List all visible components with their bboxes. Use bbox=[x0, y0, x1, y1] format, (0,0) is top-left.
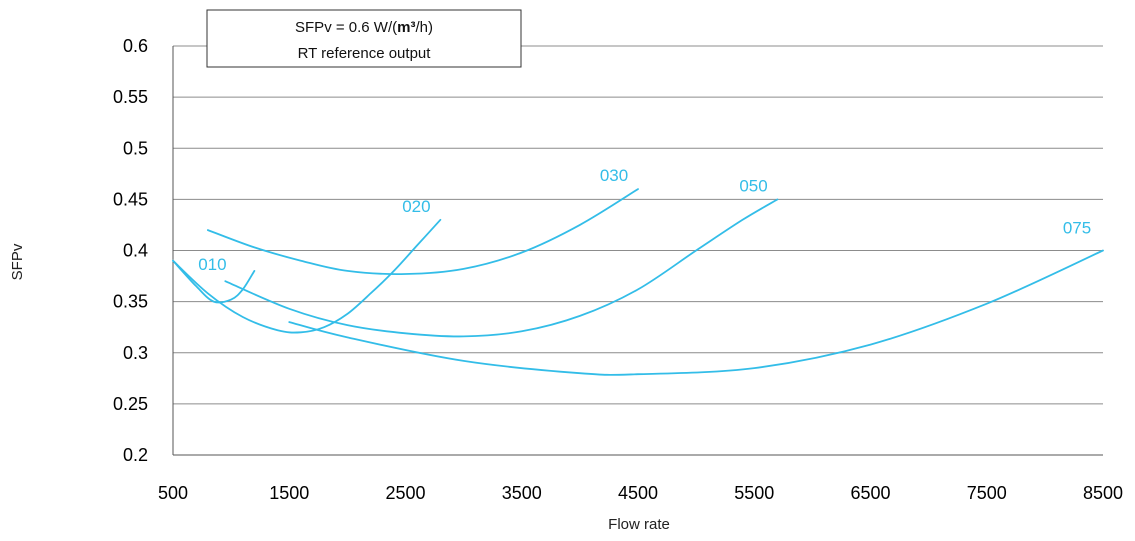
x-tick-label: 4500 bbox=[618, 483, 658, 503]
x-tick-label: 7500 bbox=[967, 483, 1007, 503]
y-tick-label: 0.25 bbox=[113, 394, 148, 414]
y-tick-label: 0.3 bbox=[123, 343, 148, 363]
y-tick-label: 0.5 bbox=[123, 138, 148, 158]
series-labels: 010 020 030 050 075 bbox=[198, 166, 1091, 274]
legend-line-1-prefix: SFPv = 0.6 W/( bbox=[295, 19, 397, 36]
y-tick-label: 0.45 bbox=[113, 189, 148, 209]
series-line-050 bbox=[224, 198, 779, 338]
series-label-050: 050 bbox=[739, 176, 767, 195]
legend-line-1: SFPv = 0.6 W/(m³/h) bbox=[295, 19, 433, 36]
y-tick-label: 0.2 bbox=[123, 445, 148, 465]
x-tick-label: 3500 bbox=[502, 483, 542, 503]
x-tick-label: 8500 bbox=[1083, 483, 1123, 503]
x-tick-label: 500 bbox=[158, 483, 188, 503]
x-tick-label: 6500 bbox=[850, 483, 890, 503]
y-tick-label: 0.55 bbox=[113, 87, 148, 107]
series-label-030: 030 bbox=[600, 166, 628, 185]
legend-line-1-suffix: /h) bbox=[415, 19, 433, 36]
y-tick-labels: 0.2 0.25 0.3 0.35 0.4 0.45 0.5 0.55 0.6 bbox=[113, 36, 148, 465]
gridlines bbox=[173, 45, 1103, 456]
y-axis-title: SFPv bbox=[9, 243, 26, 280]
y-tick-label: 0.6 bbox=[123, 36, 148, 56]
axes bbox=[172, 46, 1103, 456]
series-line-030 bbox=[207, 188, 639, 275]
series-label-020: 020 bbox=[402, 197, 430, 216]
x-tick-label: 5500 bbox=[734, 483, 774, 503]
x-tick-label: 2500 bbox=[385, 483, 425, 503]
series-lines bbox=[172, 188, 1104, 376]
x-tick-labels: 500 1500 2500 3500 4500 5500 6500 7500 8500 bbox=[158, 483, 1123, 503]
x-tick-label: 1500 bbox=[269, 483, 309, 503]
legend-box: SFPv = 0.6 W/(m³/h) RT reference output bbox=[206, 9, 522, 68]
y-tick-label: 0.35 bbox=[113, 292, 148, 312]
legend-line-1-unit: m³ bbox=[397, 19, 415, 36]
legend-line-2: RT reference output bbox=[298, 45, 432, 62]
legend-frame bbox=[206, 9, 522, 68]
series-line-020 bbox=[172, 218, 442, 334]
x-axis-title: Flow rate bbox=[608, 516, 670, 533]
y-tick-label: 0.4 bbox=[123, 241, 148, 261]
series-line-010 bbox=[172, 259, 256, 304]
series-line-075 bbox=[288, 249, 1104, 376]
series-label-075: 075 bbox=[1063, 219, 1091, 238]
series-label-010: 010 bbox=[198, 255, 226, 274]
